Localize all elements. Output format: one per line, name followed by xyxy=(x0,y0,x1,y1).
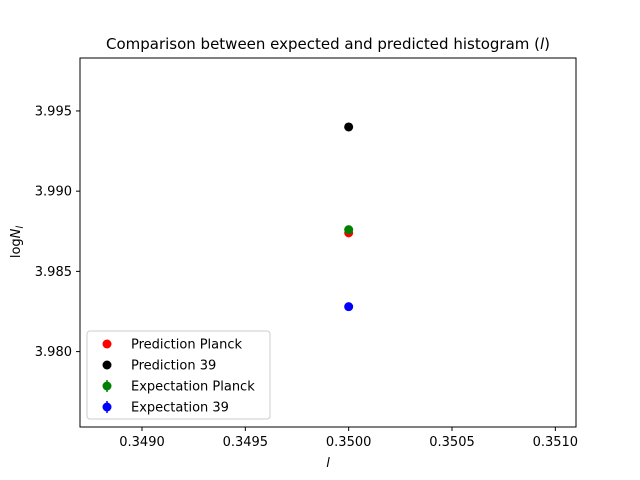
legend-marker xyxy=(102,381,112,391)
data-points xyxy=(344,122,354,312)
plot-frame xyxy=(79,57,577,428)
x-tick-label: 0.3505 xyxy=(429,435,475,450)
chart-title: Comparison between expected and predicte… xyxy=(106,35,550,53)
y-tick-label: 3.980 xyxy=(35,345,72,360)
legend-marker xyxy=(102,360,112,370)
legend-label: Expectation 39 xyxy=(131,401,229,416)
x-tick-label: 0.3510 xyxy=(533,435,579,450)
y-tick-label: 3.985 xyxy=(35,265,72,280)
legend-label: Prediction 39 xyxy=(131,359,216,374)
legend-label: Prediction Planck xyxy=(131,338,243,353)
legend: Prediction Planck Prediction 39 Expectatio… xyxy=(86,330,271,420)
legend-marker xyxy=(102,339,112,349)
legend-box xyxy=(86,330,271,420)
data-point xyxy=(344,302,354,312)
y-tick-label: 3.995 xyxy=(35,104,72,119)
x-tick-label: 0.3495 xyxy=(223,435,269,450)
y-tick-label: 3.990 xyxy=(35,185,72,200)
legend-label: Expectation Planck xyxy=(131,380,255,395)
data-point xyxy=(344,225,354,235)
data-point xyxy=(344,122,354,132)
x-axis-label: l xyxy=(326,456,330,471)
legend-marker xyxy=(102,402,112,412)
y-axis-label: logNl xyxy=(9,226,26,259)
x-tick-label: 0.3490 xyxy=(119,435,165,450)
x-tick-label: 0.3500 xyxy=(326,435,372,450)
axis-ticks: 0.3490 0.3495 0.3500 0.3505 0.3510 3.980 3.985… xyxy=(35,104,578,450)
